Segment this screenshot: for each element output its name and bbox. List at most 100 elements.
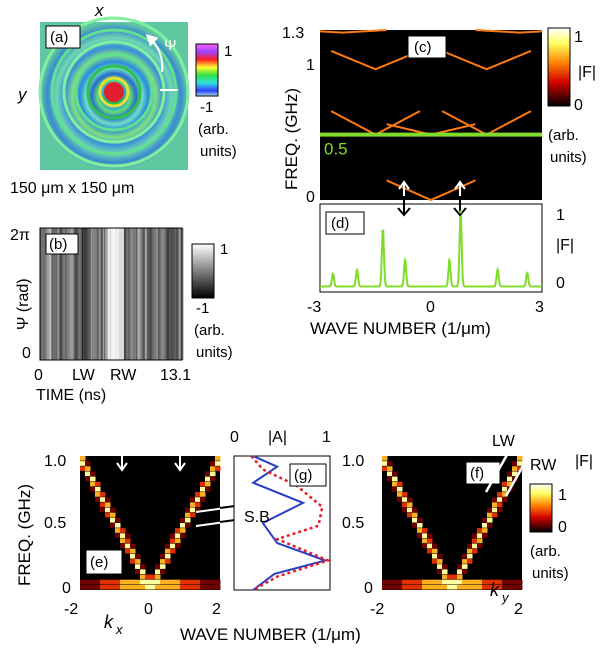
panel-f-xtick-2: 2 <box>514 601 523 618</box>
panel-f-xtick-0: -2 <box>370 601 384 618</box>
panel-e-cell <box>175 543 181 549</box>
panel-f-cell <box>487 523 493 528</box>
panel-e-cell <box>105 579 111 585</box>
panel-f: (f) LW RW 1.0 0.5 0 -2 0 2 k y |F| 1 0 (… <box>342 433 593 618</box>
panel-e-cell <box>140 579 146 585</box>
panel-b-streak <box>51 228 53 360</box>
panel-e-xlabel: k <box>104 612 114 632</box>
panel-e-cell <box>110 512 116 518</box>
panel-f-cell <box>382 579 388 585</box>
panel-e-cell <box>115 517 121 523</box>
panel-e-cell <box>100 584 106 590</box>
panel-f-cell <box>517 456 523 461</box>
panel-d-xtick-0: -3 <box>307 299 321 316</box>
panel-b-streak <box>98 228 101 360</box>
panel-e-cell <box>105 512 111 518</box>
panel-f-cell <box>382 461 388 466</box>
panel-b-cb-max: 1 <box>220 241 228 258</box>
panel-a-label-box <box>45 25 81 49</box>
panel-f-cell <box>382 466 388 471</box>
panel-f-cell <box>397 492 403 497</box>
panel-e-cell <box>105 502 111 508</box>
panel-b-streak <box>78 228 82 360</box>
panel-e-cell <box>175 538 181 544</box>
panel-e-cell <box>125 584 131 590</box>
panel-f-cell <box>442 584 448 590</box>
panel-b-streak <box>73 228 77 360</box>
panel-d-ylabel: |F| <box>556 237 574 254</box>
panel-f-cell <box>482 584 488 590</box>
panel-e-cell <box>120 543 126 549</box>
panel-f-cell <box>477 538 483 544</box>
panel-f-cell <box>402 502 408 508</box>
panel-a-core <box>104 82 124 102</box>
panel-e-cell <box>195 502 201 508</box>
panel-c-cb-min: 0 <box>574 97 583 114</box>
panel-f-cell <box>472 579 478 585</box>
panel-e-cell <box>100 497 106 502</box>
panel-e-cell <box>165 553 171 559</box>
panel-f-cell <box>397 584 403 590</box>
panel-e-cell <box>175 533 181 538</box>
panel-e-cell <box>140 569 146 575</box>
panel-f-cell <box>467 559 473 564</box>
panel-c-up-arrow-right <box>454 180 466 196</box>
panel-f-cell <box>387 471 393 477</box>
panel-e-xlabel-sub: x <box>115 622 123 637</box>
panel-a-cb-unit2: units) <box>200 143 237 160</box>
panel-e-cell <box>100 502 106 508</box>
panel-e-xtick-1: 0 <box>144 601 153 618</box>
panel-b-streak <box>98 228 102 360</box>
panel-e-cell <box>140 564 146 569</box>
panel-f-line-lw: LW <box>492 433 516 450</box>
panel-f-cell <box>412 512 418 518</box>
panel-e-cell <box>190 512 196 518</box>
panel-f-cell <box>387 476 393 482</box>
panel-f-cell <box>487 517 493 523</box>
panel-f-cell <box>412 517 418 523</box>
panel-a-cb-max: 1 <box>224 43 232 60</box>
panel-e-cell <box>155 579 161 585</box>
panel-f-cell <box>432 548 438 554</box>
panel-b-streak <box>61 228 66 360</box>
panel-e-cell <box>200 481 206 487</box>
panel-e-cell <box>150 584 156 590</box>
panel-b-streak <box>141 228 145 360</box>
panel-e-cell <box>110 507 116 513</box>
panel-e-cell <box>85 579 91 585</box>
panel-f-cell <box>462 584 468 590</box>
panel-e-cell <box>210 584 216 590</box>
panel-e-cell <box>155 584 161 590</box>
panel-f-cell <box>477 543 483 549</box>
panel-b-streak <box>104 228 109 360</box>
panel-d-peak-0 <box>331 273 335 277</box>
panel-e-cell <box>120 584 126 590</box>
panel-c-band-3 <box>330 49 421 71</box>
panel-f-xlabel-sub: y <box>501 590 510 605</box>
panel-e-ylabel: FREQ. (GHz) <box>15 484 34 586</box>
panel-e-cell <box>170 533 176 538</box>
panel-e-cell <box>205 486 211 492</box>
panel-f-cell <box>507 579 513 585</box>
panel-e-cell <box>195 497 201 502</box>
panel-e-cell <box>210 461 216 466</box>
panel-f-cell <box>502 492 508 497</box>
panel-f-cell <box>382 584 388 590</box>
panel-f-cell <box>407 507 413 513</box>
panel-c-dispersion <box>319 29 543 202</box>
panel-f-cell <box>507 471 513 477</box>
panel-f-cell <box>437 564 443 569</box>
panel-e-cell <box>115 533 121 538</box>
panel-e-cell <box>85 471 91 477</box>
panel-f-cell <box>432 584 438 590</box>
panel-c-cb-max: 1 <box>574 29 583 46</box>
panel-c: 0.5 (c) 1.3 1 0 FREQ. (GHz) 1 |F| 0 (arb… <box>282 25 596 206</box>
panel-e-cell <box>195 492 201 497</box>
panel-f-cell <box>452 579 458 585</box>
panel-b-streak <box>59 228 61 360</box>
panel-e-cell <box>180 584 186 590</box>
panel-f-cell <box>462 564 468 569</box>
panel-f-cell <box>482 528 488 533</box>
panel-e-cell <box>180 533 186 538</box>
panel-d-peak-5 <box>459 210 463 214</box>
